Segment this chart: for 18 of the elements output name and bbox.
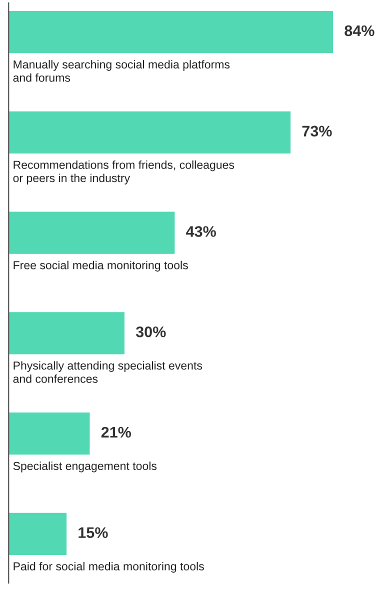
data-label: 84% (344, 25, 374, 36)
bar (8, 10, 334, 54)
data-label: 21% (101, 426, 132, 438)
bar (8, 512, 67, 556)
bar (8, 111, 291, 154)
y-tick-label: Paid for social media monitoring tools (14, 562, 204, 573)
y-tick-label: Free social media monitoring tools (14, 260, 188, 272)
y-tick-label: Manually searching social media platforms and forums (13, 60, 230, 82)
y-tick-label: Physically attending specialist events and conferences (13, 361, 202, 383)
y-tick-label: Recommendations from friends, colleagues or peers in the industry (13, 160, 234, 184)
bar (8, 312, 124, 354)
data-label: 73% (302, 126, 332, 137)
y-tick-label: Specialist engagement tools (13, 462, 157, 472)
data-label: 30% (136, 326, 166, 338)
bar (8, 412, 90, 455)
data-label: 43% (186, 226, 216, 237)
data-label: 15% (78, 527, 108, 538)
bar (8, 212, 175, 254)
